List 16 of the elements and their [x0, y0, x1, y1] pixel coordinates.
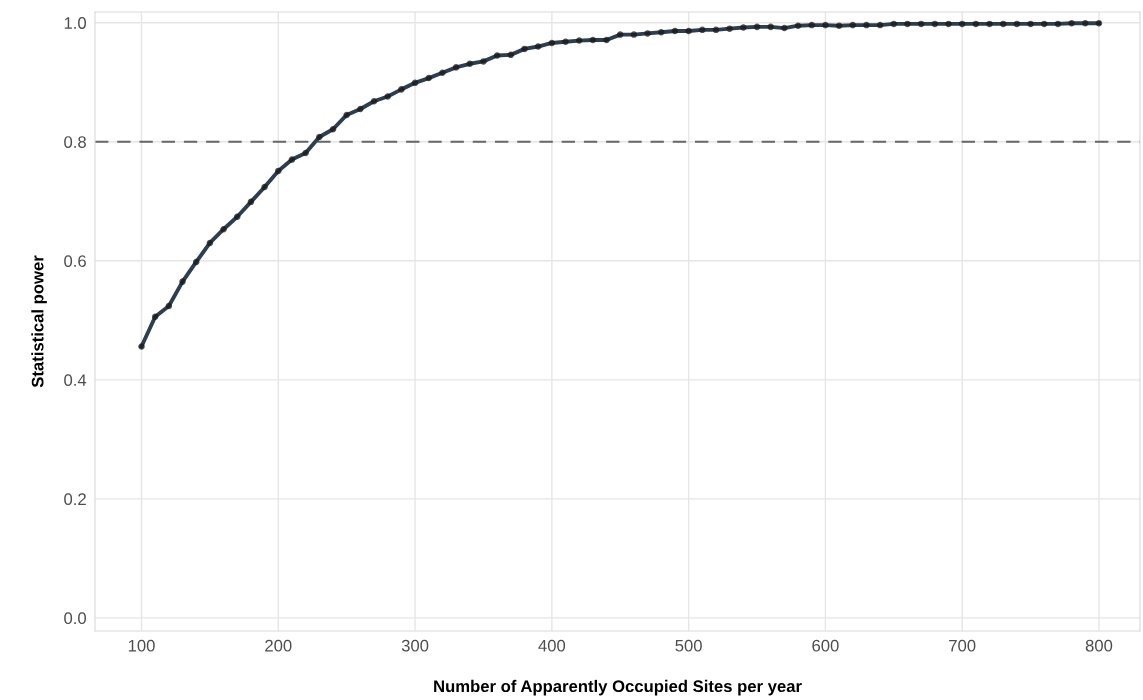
x-tick-label: 800: [1085, 639, 1113, 652]
y-axis-title: Statistical power: [31, 255, 47, 388]
x-axis-title: Number of Apparently Occupied Sites per year: [434, 679, 802, 696]
x-tick-label: 600: [812, 639, 839, 652]
y-tick-label: 0.2: [64, 493, 86, 506]
y-tick-label: 0.8: [64, 136, 86, 148]
y-tick-label: 1.0: [64, 17, 87, 29]
x-tick-label: 200: [265, 639, 292, 652]
y-tick-label: 0.0: [64, 612, 87, 625]
x-tick-label: 500: [675, 639, 702, 652]
x-tick-label: 300: [401, 639, 429, 652]
x-tick-label: 100: [128, 639, 155, 652]
y-tick-label: 0.6: [64, 255, 86, 267]
x-tick-label: 400: [538, 639, 566, 652]
x-tick-label: 700: [949, 639, 976, 652]
y-tick-label: 0.4: [64, 374, 87, 387]
